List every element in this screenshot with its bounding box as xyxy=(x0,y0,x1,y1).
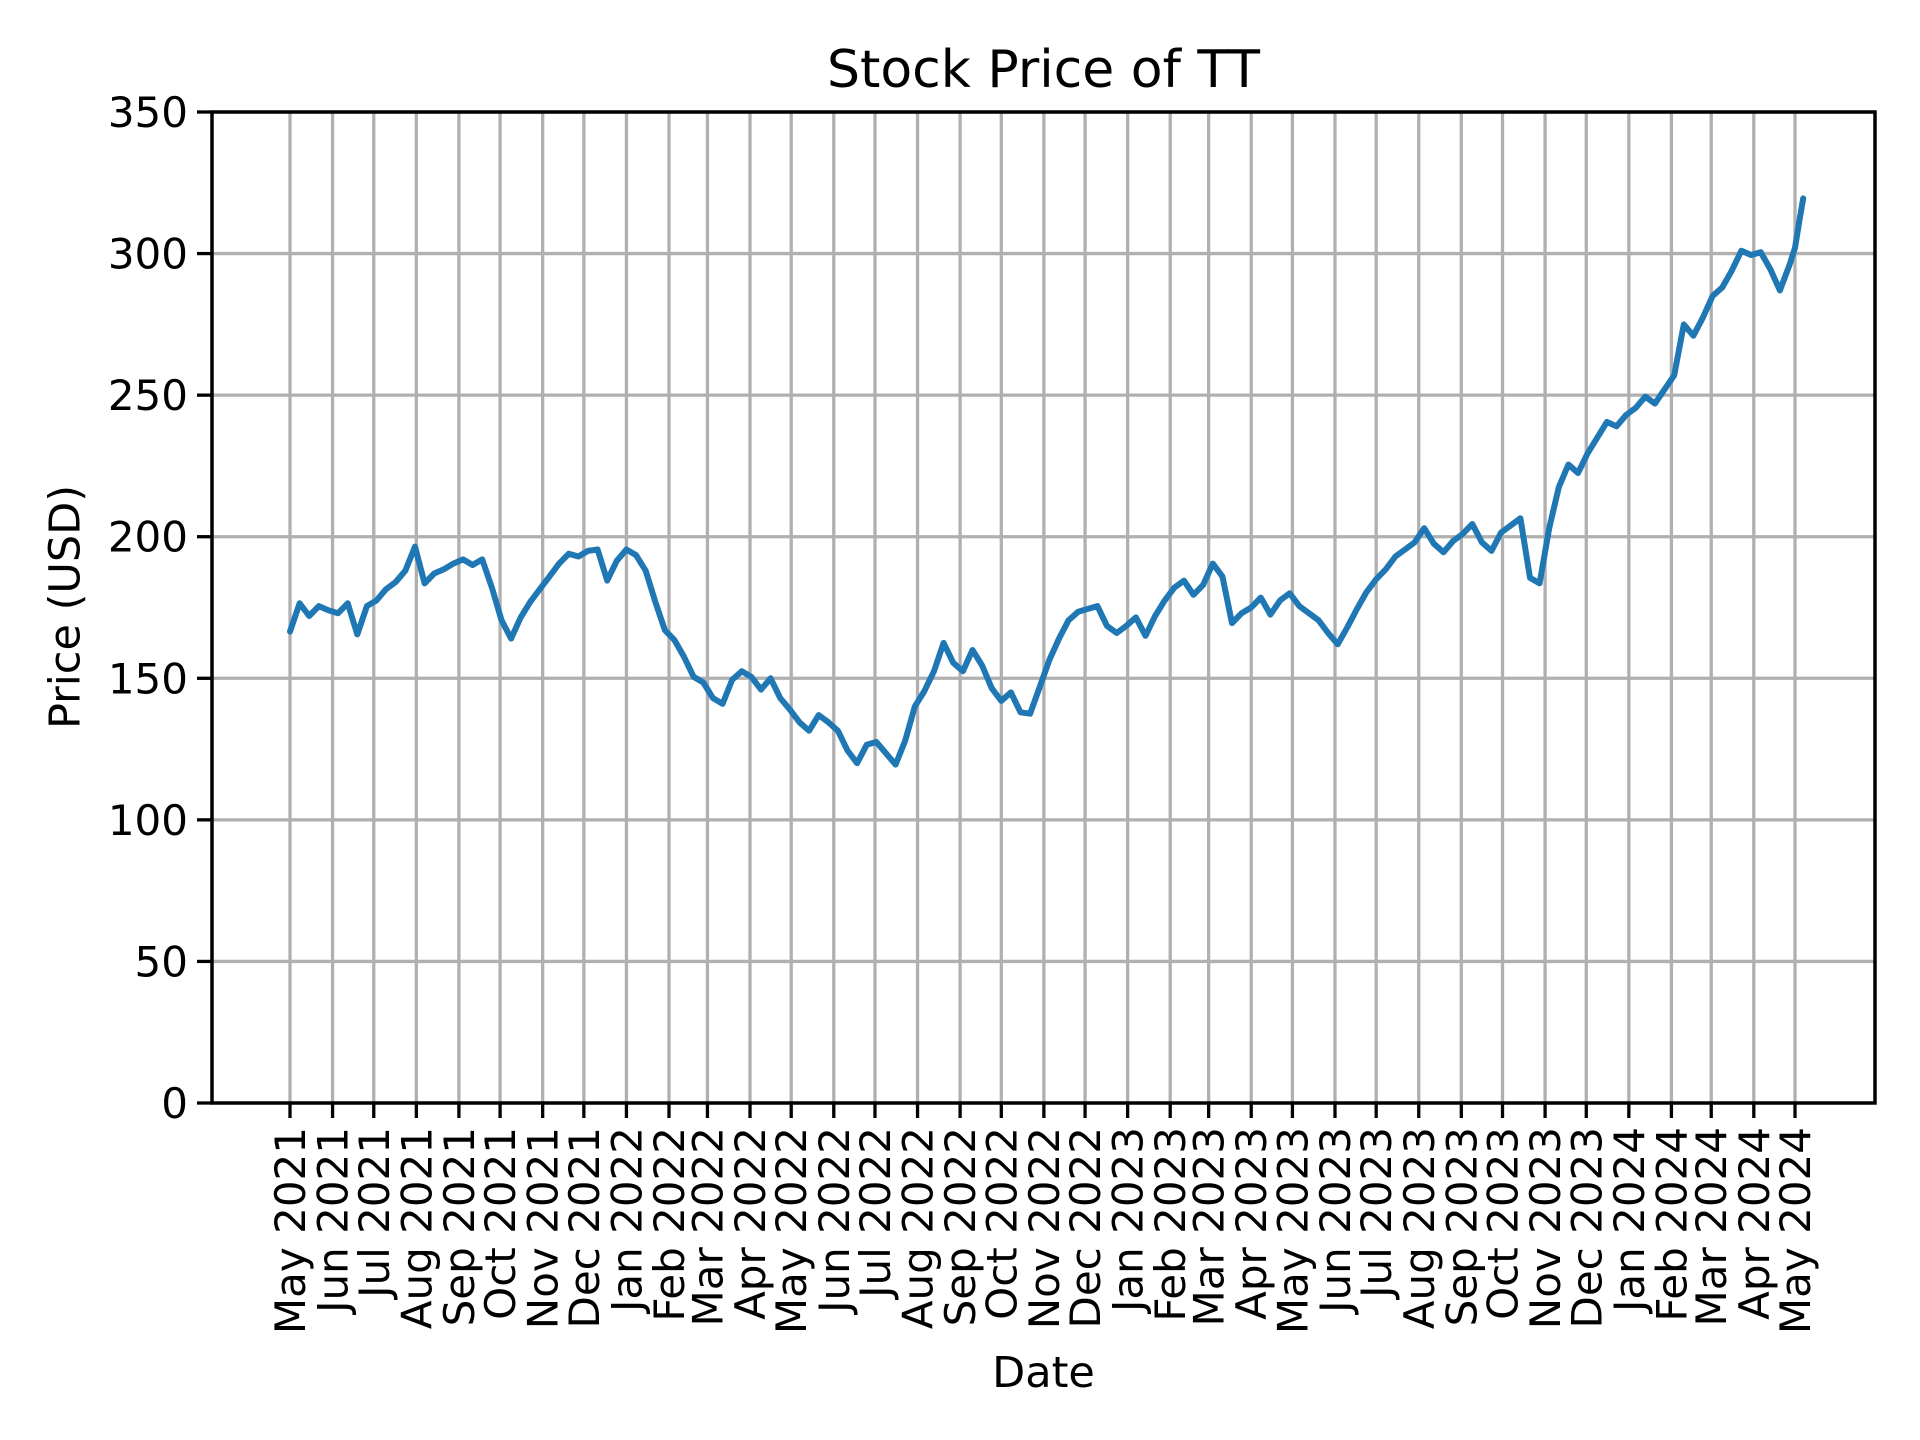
x-axis-label: Date xyxy=(992,1348,1095,1398)
chart-title: Stock Price of TT xyxy=(826,40,1261,100)
x-tick-label: May 2022 xyxy=(767,1127,816,1334)
x-tick-label: Jul 2021 xyxy=(350,1127,399,1301)
x-tick-label: Jan 2024 xyxy=(1605,1127,1654,1315)
y-tick-label: 0 xyxy=(161,1079,188,1128)
y-tick-label: 200 xyxy=(108,513,188,562)
x-tick-label: Aug 2021 xyxy=(392,1127,441,1329)
x-tick-label: Jul 2022 xyxy=(851,1127,900,1301)
x-tick-label: Nov 2022 xyxy=(1020,1127,1069,1329)
x-tick-label: Jun 2021 xyxy=(309,1127,358,1316)
x-tick-label: Jul 2023 xyxy=(1352,1127,1401,1301)
price-line xyxy=(287,195,1807,768)
x-tick-label: Mar 2022 xyxy=(683,1127,732,1326)
x-tick-label: Sep 2022 xyxy=(936,1127,985,1326)
x-tick-label: Mar 2023 xyxy=(1185,1127,1234,1326)
x-tick-label: Dec 2023 xyxy=(1562,1127,1611,1329)
y-tick-label: 250 xyxy=(108,371,188,420)
x-tick-label: Oct 2022 xyxy=(977,1127,1026,1320)
x-tick-label: May 2024 xyxy=(1771,1127,1820,1334)
x-tick-label: Dec 2021 xyxy=(560,1127,609,1329)
x-tick-label: Aug 2023 xyxy=(1395,1127,1444,1329)
x-tick-label: Jan 2022 xyxy=(602,1127,651,1315)
x-tick-label: Apr 2022 xyxy=(726,1127,775,1320)
x-tick-label: Aug 2022 xyxy=(894,1127,943,1329)
x-tick-label: Sep 2021 xyxy=(435,1127,484,1326)
y-tick-label: 100 xyxy=(108,796,188,845)
y-tick-label: 350 xyxy=(108,88,188,137)
x-tick-label: Feb 2024 xyxy=(1647,1127,1696,1322)
x-tick-label: Nov 2021 xyxy=(519,1127,568,1329)
x-tick-label: Feb 2023 xyxy=(1146,1127,1195,1322)
y-tick-label: 300 xyxy=(108,230,188,279)
x-tick-label: Sep 2023 xyxy=(1437,1127,1486,1326)
x-tick-label: Oct 2023 xyxy=(1479,1127,1528,1320)
x-tick-label: Jan 2023 xyxy=(1104,1127,1153,1315)
x-tick-label: Apr 2023 xyxy=(1227,1127,1276,1320)
x-tick-label: Oct 2021 xyxy=(476,1127,525,1320)
x-tick-label: Jun 2023 xyxy=(1311,1127,1360,1316)
x-tick-label: Jun 2022 xyxy=(810,1127,859,1316)
x-tick-label: Dec 2022 xyxy=(1061,1127,1110,1329)
x-tick-label: May 2021 xyxy=(266,1127,315,1334)
y-tick-label: 150 xyxy=(108,654,188,703)
x-tick-label: Mar 2024 xyxy=(1687,1127,1736,1326)
x-tick-label: Feb 2022 xyxy=(645,1127,694,1322)
x-tick-label: May 2023 xyxy=(1268,1127,1317,1334)
x-tick-label: Apr 2024 xyxy=(1730,1127,1779,1320)
x-tick-label: Nov 2023 xyxy=(1521,1127,1570,1329)
y-tick-label: 50 xyxy=(135,937,188,986)
